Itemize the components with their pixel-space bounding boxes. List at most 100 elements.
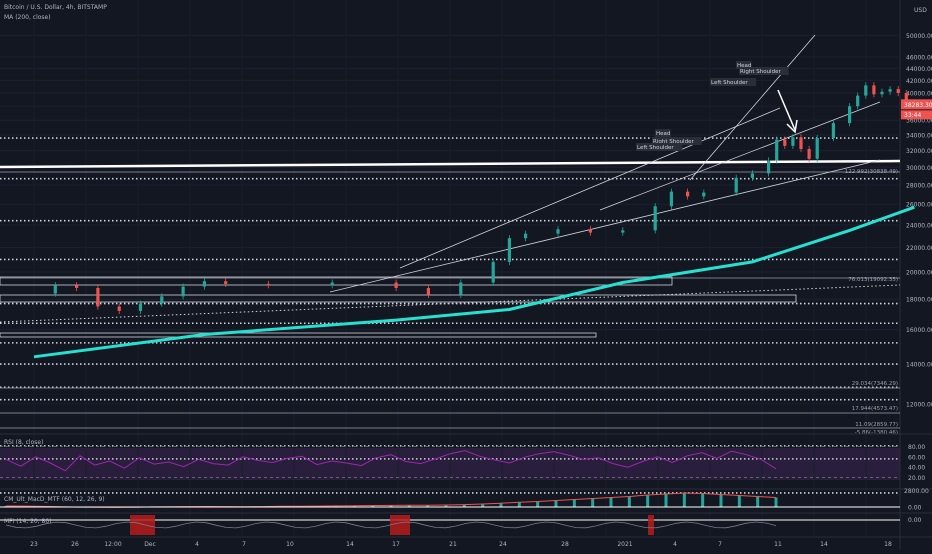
projection-arrowhead (786, 119, 798, 134)
candle-body (394, 282, 398, 288)
candle-body (831, 123, 835, 139)
annotation-box (655, 129, 671, 137)
x-tick-label: 7 (718, 541, 722, 548)
price-tick-label: 16000.00 (906, 327, 932, 334)
candle-body (202, 281, 206, 287)
candle-body (767, 160, 771, 174)
macd-tick-label: 0.00 (908, 505, 922, 512)
macd-tick-label: 2800.00 (904, 488, 929, 495)
trend-line (689, 34, 816, 181)
x-tick-label: 10 (286, 541, 294, 548)
x-tick-label: 12:00 (104, 541, 121, 548)
price-tick-label: 40000.00 (906, 91, 932, 98)
x-tick-label: 11 (774, 541, 782, 548)
mfi-line (5, 521, 777, 529)
price-tick-label: 34000.00 (906, 132, 932, 139)
candle-body (507, 238, 511, 262)
candle-body (856, 95, 860, 107)
candle-body (686, 191, 690, 197)
x-tick-label: 2021 (617, 541, 632, 548)
resistance-line (0, 159, 901, 169)
rsi-tick-label: 40.00 (908, 465, 925, 472)
x-tick-label: 14 (820, 541, 828, 548)
pattern-annotation: Right Shoulder (653, 139, 694, 145)
rsi-line (5, 450, 777, 472)
price-tick-label: 30000.00 (906, 165, 932, 172)
trend-line (329, 159, 881, 293)
candle-body (783, 139, 787, 146)
x-tick-label: 4 (673, 541, 677, 548)
candle-body (848, 106, 852, 124)
annotation-box (736, 61, 752, 69)
trend-line (399, 107, 781, 269)
x-tick-label: 4 (195, 541, 199, 548)
mfi-label: MFI (14, 20, 80) (4, 518, 52, 525)
price-tick-label: 26000.00 (906, 202, 932, 209)
price-tick-label: 12000.00 (906, 401, 932, 408)
x-tick-label: 23 (30, 541, 38, 548)
price-tick-label: 46000.00 (906, 54, 932, 61)
candle-body (669, 191, 673, 207)
fib-label: 76.013(19092.35) (848, 277, 898, 283)
chart-title: Bitcoin / U.S. Dollar, 4h, BITSTAMP (4, 4, 107, 11)
fib-label: 17.944(4573.47) (852, 406, 898, 412)
ma200-line (33, 205, 915, 359)
ma-indicator-label: MA (200, close) (4, 14, 51, 21)
pattern-annotation: Head (737, 63, 751, 69)
countdown-label: 33:44 (904, 112, 921, 119)
candle-body (750, 173, 754, 178)
macd-label: CM_Ult_MacD_MTF (60, 12, 26, 9) (4, 496, 105, 503)
rsi-tick-label: 80.00 (908, 444, 925, 451)
candle-body (799, 137, 803, 150)
trend-line (599, 101, 881, 211)
candle-body (96, 287, 100, 307)
candle-body (807, 149, 811, 159)
candle-body (880, 91, 884, 95)
pattern-annotation: Left Shoulder (637, 145, 674, 151)
candle-body (791, 137, 795, 146)
candle-body (815, 138, 819, 159)
price-tick-label: 14000.00 (906, 362, 932, 369)
candle-body (864, 85, 868, 96)
price-tick-label: 42000.00 (906, 78, 932, 85)
last-price-badge (901, 99, 932, 110)
x-tick-label: 26 (71, 541, 79, 548)
x-tick-label: 14 (346, 541, 354, 548)
candle-body (524, 233, 528, 239)
candle-body (160, 296, 164, 304)
price-tick-label: 28000.00 (906, 183, 932, 190)
zone-rectangle (0, 332, 597, 338)
candle-body (621, 230, 625, 233)
candle-body (896, 89, 900, 93)
price-tick-label: 50000.00 (906, 33, 932, 40)
mfi-highlight (390, 515, 410, 535)
price-tick-label: 32000.00 (906, 148, 932, 155)
candle-body (224, 281, 228, 284)
x-tick-label: 18 (884, 541, 892, 548)
rsi-tick-label: 60.00 (908, 454, 925, 461)
last-price-label: 38283.30 (904, 102, 932, 109)
projection-arrow (777, 89, 796, 131)
candle-body (872, 85, 876, 95)
x-tick-label: 17 (392, 541, 400, 548)
x-tick-label: 28 (561, 541, 569, 548)
mfi-highlight (130, 515, 155, 535)
annotation-box (636, 143, 683, 151)
candle-body (888, 89, 892, 92)
rsi-tick-label: 20.00 (908, 475, 925, 482)
annotation-box (710, 78, 757, 86)
zone-rectangle (0, 294, 797, 303)
candle-body (266, 283, 270, 286)
currency-label: USD (914, 7, 927, 14)
candle-body (181, 286, 185, 297)
mfi-tick-label: 0.00 (908, 517, 922, 524)
candle-body (459, 282, 463, 295)
x-tick-label: 7 (242, 541, 246, 548)
candle-body (75, 285, 79, 288)
x-tick-label: Dec (144, 541, 156, 548)
annotation-box (652, 137, 702, 145)
fib-label: 29.034(7346.29) (852, 381, 898, 387)
price-tick-label: 36000.00 (906, 118, 932, 125)
